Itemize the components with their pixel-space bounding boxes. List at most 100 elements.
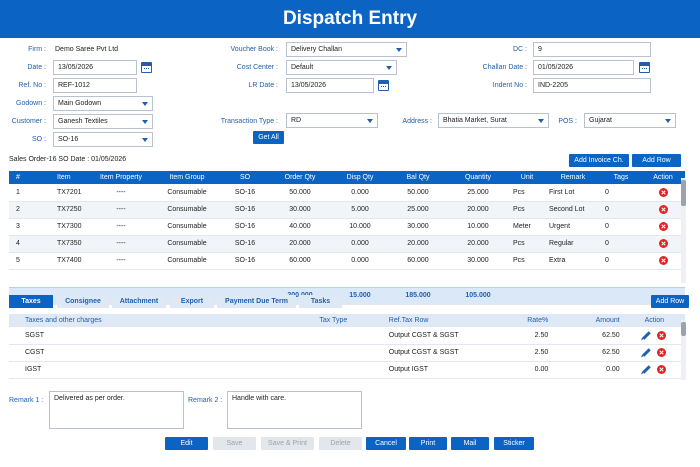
delete-icon[interactable]: [658, 205, 668, 214]
date-input[interactable]: 13/05/2026: [53, 60, 137, 75]
cost-center-value: Default: [291, 64, 314, 71]
chevron-down-icon: [142, 138, 148, 142]
cell: Pcs: [509, 184, 545, 202]
cell: 3: [9, 218, 27, 236]
tab-taxes[interactable]: Taxes: [9, 295, 53, 308]
tab-export[interactable]: Export: [170, 295, 214, 308]
cell: 2.50: [476, 344, 553, 362]
dc-input[interactable]: 9: [533, 42, 651, 57]
cell: 2.50: [476, 327, 553, 345]
calendar-icon[interactable]: [639, 62, 650, 73]
cost-center-select[interactable]: Default: [286, 60, 397, 75]
cell: 20.000: [447, 201, 509, 219]
remark1-textarea[interactable]: Delivered as per order.: [49, 391, 184, 429]
cell: Output IGST: [384, 361, 477, 379]
table-row[interactable]: SGST Output CGST & SGST 2.50 62.50: [9, 327, 685, 345]
cell: 20.000: [447, 235, 509, 253]
get-all-button[interactable]: Get All: [253, 131, 284, 144]
remark2-label: Remark 2 :: [188, 397, 223, 404]
tab-payment-due-term[interactable]: Payment Due Term: [217, 295, 296, 308]
add-row-button[interactable]: Add Row: [632, 154, 681, 167]
delete-icon[interactable]: [657, 330, 667, 340]
table-row[interactable]: CGST Output CGST & SGST 2.50 62.50: [9, 344, 685, 362]
table-row[interactable]: 4 TX7350 ---- Consumable SO-16 20.000 0.…: [9, 235, 685, 253]
cell: TX7350: [27, 235, 89, 253]
remark2-textarea[interactable]: Handle with care.: [227, 391, 362, 429]
tab-attachment[interactable]: Attachment: [112, 295, 166, 308]
table-row[interactable]: 2 TX7250 ---- Consumable SO-16 30.000 5.…: [9, 201, 685, 219]
cell: 30.000: [269, 201, 331, 219]
add-row-button[interactable]: Add Row: [651, 295, 689, 308]
sticker-button[interactable]: Sticker: [494, 437, 534, 450]
pencil-icon[interactable]: [642, 348, 652, 357]
totals-row: 200.000 15.000 185.000 105.000: [9, 286, 685, 305]
tab-tasks[interactable]: Tasks: [299, 295, 342, 308]
firm-value: Demo Saree Pvt Ltd: [55, 46, 119, 53]
cell: SO-16: [221, 252, 269, 270]
lr-date-input[interactable]: 13/05/2026: [286, 78, 374, 93]
pos-value: Gujarat: [589, 117, 612, 124]
calendar-icon[interactable]: [141, 62, 152, 73]
taxes-table: Taxes and other charges Tax Type Ref.Tax…: [9, 314, 685, 379]
cell: SO-16: [221, 235, 269, 253]
pos-select[interactable]: Gujarat: [584, 113, 676, 128]
cell: TX7201: [27, 184, 89, 202]
indent-no-input[interactable]: IND-2205: [533, 78, 651, 93]
firm-label: Firm :: [28, 46, 46, 53]
ref-no-input[interactable]: REF-1012: [53, 78, 137, 93]
voucher-book-select[interactable]: Delivery Challan: [286, 42, 407, 57]
delete-icon[interactable]: [658, 187, 668, 197]
ref-label: Ref. No :: [18, 82, 46, 89]
taxes-scrollbar[interactable]: [681, 320, 686, 380]
items-scrollbar[interactable]: [681, 178, 686, 283]
transaction-type-select[interactable]: RD: [286, 113, 378, 128]
customer-select[interactable]: Ganesh Textiles: [53, 114, 153, 129]
add-invoice-button[interactable]: Add Invoice Ch.: [569, 154, 629, 167]
mail-button[interactable]: Mail: [451, 437, 489, 450]
total-bal-qty: 185.000: [389, 286, 447, 305]
delete-icon[interactable]: [658, 239, 668, 248]
cell: 25.000: [389, 201, 447, 219]
cell: 60.000: [389, 252, 447, 270]
col-header: Quantity: [447, 171, 509, 184]
col-header: Item Group: [153, 171, 221, 184]
challan-date-label: Challan Date :: [482, 64, 527, 71]
pencil-icon[interactable]: [642, 365, 652, 374]
cell: ----: [89, 201, 153, 219]
cell: ----: [89, 218, 153, 236]
pencil-icon[interactable]: [642, 331, 652, 340]
so-info: Sales Order-16 SO Date : 01/05/2026: [9, 156, 127, 163]
col-header: Taxes and other charges: [9, 314, 316, 327]
edit-button[interactable]: Edit: [165, 437, 208, 450]
col-header: Remark: [545, 171, 601, 184]
delete-button[interactable]: Delete: [319, 437, 362, 450]
godown-select[interactable]: Main Godown: [53, 96, 153, 111]
table-row[interactable]: 5 TX7400 ---- Consumable SO-16 60.000 0.…: [9, 252, 685, 270]
save-button[interactable]: Save: [213, 437, 256, 450]
chevron-down-icon: [142, 102, 148, 106]
delete-icon[interactable]: [657, 348, 667, 357]
so-label: SO :: [31, 136, 46, 143]
table-row[interactable]: 3 TX7300 ---- Consumable SO-16 40.000 10…: [9, 218, 685, 236]
chevron-down-icon: [386, 66, 392, 70]
delete-icon[interactable]: [657, 365, 667, 374]
tab-consignee[interactable]: Consignee: [57, 295, 109, 308]
col-header: Item: [27, 171, 89, 184]
challan-date-input[interactable]: 01/05/2026: [533, 60, 634, 75]
delete-icon[interactable]: [658, 222, 668, 231]
cell: Consumable: [153, 252, 221, 270]
print-button[interactable]: Print: [409, 437, 447, 450]
lr-date-label: LR Date :: [248, 82, 278, 89]
cell: 20.000: [269, 235, 331, 253]
save-print-button[interactable]: Save & Print: [261, 437, 314, 450]
cell: TX7300: [27, 218, 89, 236]
total-quantity: 105.000: [447, 286, 509, 305]
calendar-icon[interactable]: [378, 80, 389, 91]
cancel-button[interactable]: Cancel: [366, 437, 406, 450]
table-row[interactable]: IGST Output IGST 0.00 0.00: [9, 361, 685, 379]
so-select[interactable]: SO-16: [53, 132, 153, 147]
table-row[interactable]: 1 TX7201 ---- Consumable SO-16 50.000 0.…: [9, 184, 685, 202]
address-select[interactable]: Bhatia Market, Surat: [438, 113, 549, 128]
cell: 0.000: [331, 235, 389, 253]
delete-icon[interactable]: [658, 256, 668, 265]
